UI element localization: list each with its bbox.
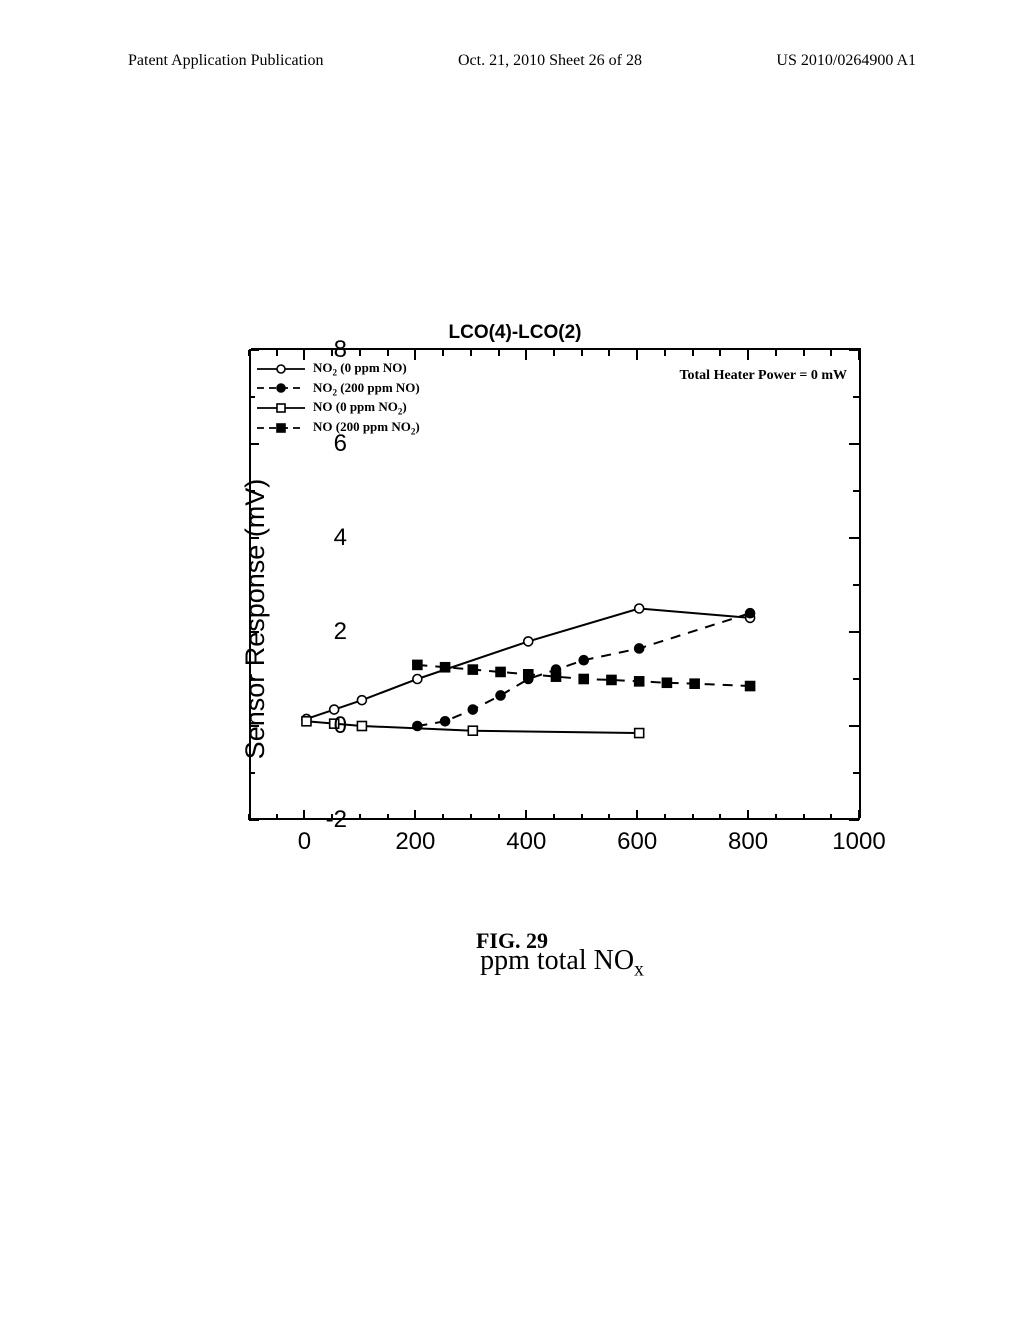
legend-item: NO (0 ppm NO2) [257,399,420,417]
series-marker [635,729,644,738]
series-marker [635,644,644,653]
series-marker [468,665,477,674]
x-tick-label: 400 [506,828,546,856]
series-marker [496,667,505,676]
series-marker [357,722,366,731]
chart-container: LCO(4)-LCO(2) Sensor Response (mV) ppm t… [155,350,875,910]
series-marker [413,675,422,684]
series-marker [468,726,477,735]
y-tick-label: 2 [334,618,347,646]
legend-label: NO (0 ppm NO2) [313,399,407,417]
series-marker [579,675,588,684]
legend: NO2 (0 ppm NO) NO2 (200 ppm NO)NO (0 ppm … [257,360,420,438]
page-header: Patent Application Publication Oct. 21, … [0,52,1024,70]
x-tick-label: 800 [728,828,768,856]
series-marker [524,637,533,646]
series-marker [441,663,450,672]
y-tick-label: 0 [334,712,347,740]
x-tick-label: 1000 [832,828,885,856]
series-marker [468,705,477,714]
x-tick-label: 600 [617,828,657,856]
y-tick-label: 4 [334,524,347,552]
y-tick-label: 6 [334,430,347,458]
legend-label: NO (200 ppm NO2) [313,419,420,437]
legend-item: NO2 (200 ppm NO) [257,380,420,398]
series-marker [662,678,671,687]
series-marker [579,656,588,665]
series-marker [552,672,561,681]
header-right: US 2010/0264900 A1 [776,52,916,70]
series-marker [690,679,699,688]
series-marker [413,660,422,669]
y-tick-label: 8 [334,336,347,364]
heater-power-annotation: Total Heater Power = 0 mW [679,368,847,384]
series-marker [496,691,505,700]
y-tick-label: -2 [326,806,347,834]
plot-area: NO2 (0 ppm NO) NO2 (200 ppm NO)NO (0 ppm … [249,350,859,820]
x-tick-label: 200 [395,828,435,856]
chart-title: LCO(4)-LCO(2) [155,322,875,344]
header-center: Oct. 21, 2010 Sheet 26 of 28 [458,52,642,70]
legend-label: NO2 (200 ppm NO) [313,380,420,398]
series-line [417,613,750,726]
series-marker [607,675,616,684]
series-line [306,609,750,719]
series-marker [635,604,644,613]
series-marker [524,670,533,679]
series-marker [302,717,311,726]
header-left: Patent Application Publication [128,52,324,70]
legend-label: NO2 (0 ppm NO) [313,360,407,378]
series-marker [441,717,450,726]
figure-caption: FIG. 29 [0,928,1024,954]
x-tick-label: 0 [298,828,311,856]
series-marker [746,682,755,691]
series-marker [357,696,366,705]
series-marker [635,677,644,686]
series-marker [746,609,755,618]
